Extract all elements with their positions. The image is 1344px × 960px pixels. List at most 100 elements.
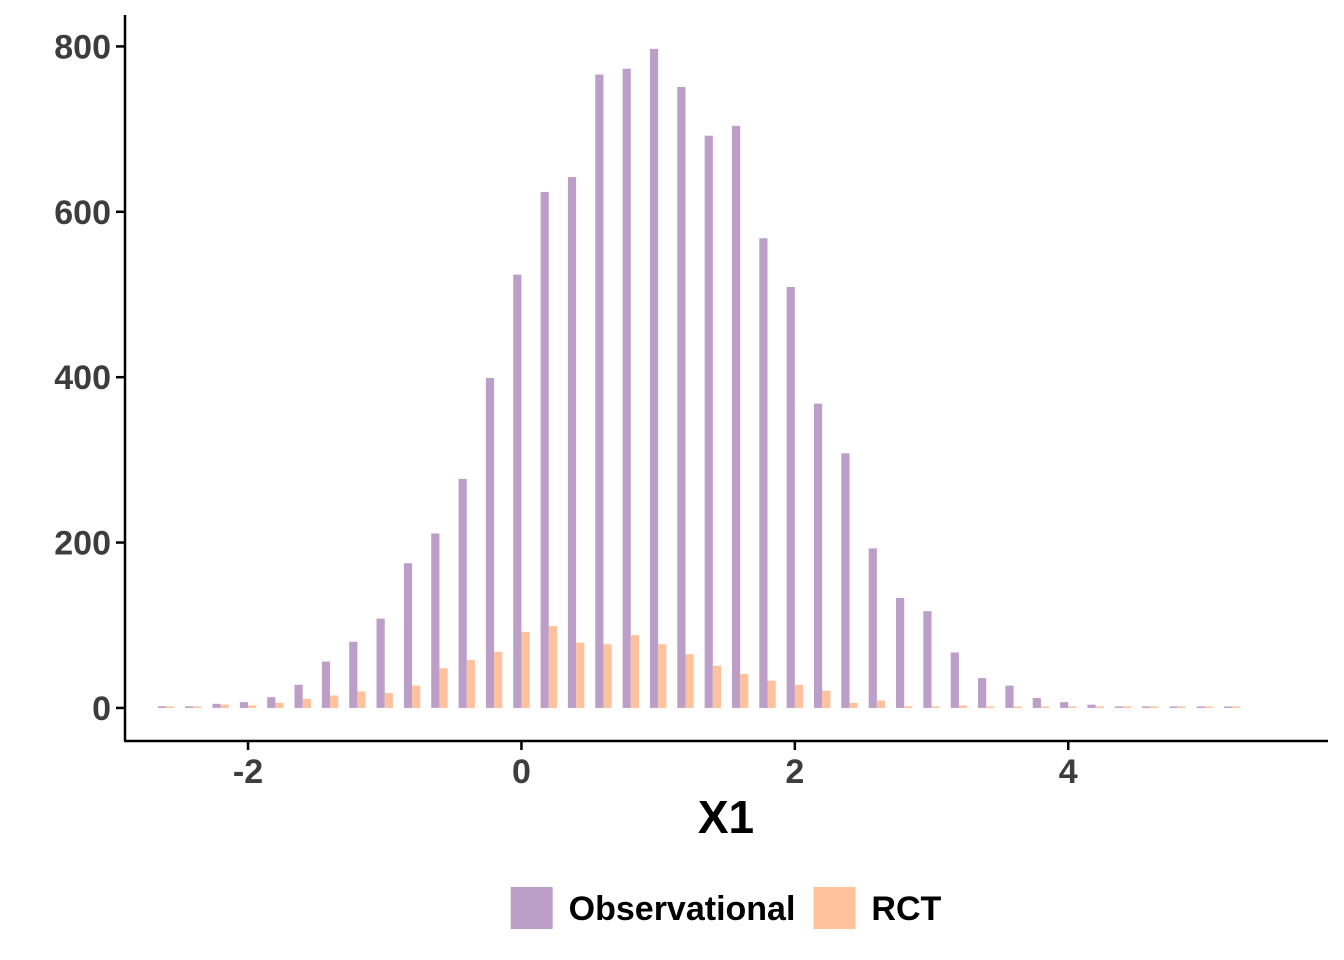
- bar-rct: [658, 644, 667, 708]
- bar-observational: [1032, 698, 1041, 708]
- bar-observational: [1196, 706, 1205, 708]
- bar-observational: [485, 378, 495, 708]
- bar-observational: [1005, 685, 1014, 708]
- bar-rct: [1068, 706, 1077, 708]
- bar-rct: [357, 691, 366, 708]
- bar-observational: [403, 563, 413, 708]
- bar-observational: [239, 702, 249, 708]
- bar-observational: [1224, 706, 1233, 708]
- legend-item: RCT: [813, 887, 942, 929]
- bar-observational: [321, 661, 331, 708]
- bar-rct: [330, 695, 339, 708]
- bar-rct: [794, 684, 804, 708]
- bar-rct: [1177, 706, 1186, 708]
- bar-rct: [193, 706, 202, 708]
- bar-rct: [931, 706, 940, 708]
- bar-observational: [731, 125, 741, 708]
- x-tick-label: 0: [512, 753, 531, 791]
- bar-observational: [212, 703, 221, 708]
- bar-observational: [622, 68, 631, 708]
- y-tick-label: 0: [92, 690, 111, 728]
- bar-observational: [458, 478, 467, 708]
- x-tick-label: 2: [785, 753, 804, 791]
- bar-rct: [1204, 706, 1214, 708]
- bar-observational: [1142, 706, 1151, 708]
- bar-rct: [521, 631, 530, 708]
- y-axis-ticks: 0 200 400 600 800: [54, 28, 125, 728]
- bar-observational: [1169, 706, 1178, 708]
- bar-rct: [412, 685, 421, 708]
- bar-observational: [376, 618, 385, 708]
- bar-observational: [649, 48, 659, 708]
- bar-rct: [166, 706, 175, 708]
- bar-rct: [494, 651, 503, 708]
- y-tick-label: 200: [54, 525, 111, 563]
- bar-observational: [1087, 704, 1096, 708]
- bar-observational: [978, 678, 987, 708]
- bar-observational: [349, 641, 358, 708]
- bar-observational: [950, 652, 959, 708]
- bar-observational: [157, 706, 167, 708]
- bar-rct: [1122, 706, 1132, 708]
- bar-observational: [786, 287, 795, 708]
- bar-observational: [677, 86, 686, 708]
- bar-rct: [275, 702, 284, 708]
- bar-rct: [302, 698, 311, 708]
- legend: Observational RCT: [510, 887, 942, 929]
- bar-rct: [986, 706, 995, 708]
- bar-rct: [740, 674, 749, 708]
- bars-layer: [157, 48, 1241, 708]
- x-axis-ticks: -2 0 2 4: [233, 741, 1078, 791]
- legend-key: [510, 887, 553, 929]
- bar-rct: [1040, 706, 1050, 708]
- bar-observational: [704, 135, 713, 708]
- bar-rct: [630, 635, 640, 708]
- bar-observational: [513, 274, 522, 708]
- x-tick-label: 4: [1059, 753, 1078, 791]
- bar-observational: [759, 238, 768, 708]
- legend-label: Observational: [569, 890, 796, 928]
- bar-rct: [1150, 706, 1159, 708]
- bar-rct: [576, 642, 585, 708]
- bar-observational: [923, 611, 932, 708]
- legend-label: RCT: [871, 890, 941, 928]
- bar-rct: [876, 700, 886, 708]
- bar-observational: [294, 684, 303, 708]
- legend-key: [813, 887, 856, 929]
- bar-rct: [439, 668, 448, 708]
- bar-observational: [841, 453, 850, 708]
- bar-observational: [595, 74, 604, 708]
- bar-rct: [248, 705, 257, 708]
- bar-rct: [712, 665, 722, 708]
- bar-rct: [1095, 706, 1104, 708]
- bar-observational: [1060, 702, 1069, 708]
- bar-rct: [1232, 706, 1241, 708]
- bar-rct: [685, 654, 694, 708]
- bar-rct: [466, 659, 475, 708]
- y-tick-label: 400: [54, 359, 111, 397]
- bar-rct: [767, 680, 776, 708]
- bar-observational: [896, 597, 905, 708]
- bar-observational: [540, 191, 549, 708]
- y-tick-label: 600: [54, 194, 111, 232]
- bar-observational: [813, 403, 823, 708]
- bar-observational: [567, 177, 577, 708]
- bar-rct: [1013, 706, 1022, 708]
- bar-rct: [548, 626, 557, 708]
- bar-rct: [849, 702, 858, 708]
- bar-rct: [904, 706, 913, 708]
- x-tick-label: -2: [233, 753, 263, 791]
- legend-item: Observational: [510, 887, 796, 929]
- bar-observational: [868, 548, 877, 708]
- y-tick-label: 800: [54, 28, 111, 66]
- x-axis-title: X1: [698, 791, 754, 843]
- bar-observational: [267, 697, 276, 708]
- bar-observational: [431, 533, 440, 708]
- bar-rct: [958, 705, 968, 708]
- bar-observational: [1114, 706, 1123, 708]
- bar-rct: [384, 693, 393, 708]
- bar-rct: [220, 704, 229, 708]
- bar-rct: [603, 644, 612, 708]
- bar-observational: [185, 706, 194, 708]
- bar-rct: [822, 690, 831, 708]
